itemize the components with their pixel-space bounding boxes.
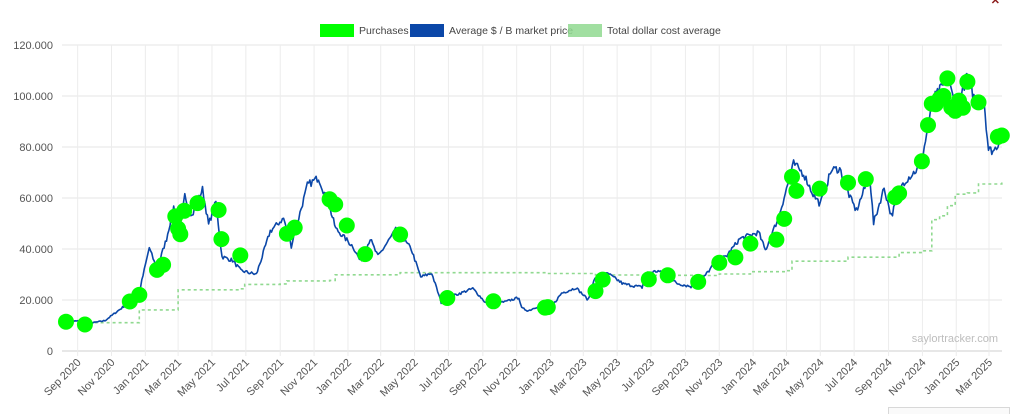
purchase-layer [58, 70, 1010, 333]
purchase-point[interactable] [768, 231, 785, 248]
purchase-point[interactable] [776, 210, 793, 227]
grid-layer [62, 44, 1002, 356]
y-tick-label: 40.000 [19, 244, 53, 256]
purchase-point[interactable] [176, 202, 193, 219]
purchase-point[interactable] [172, 226, 189, 243]
axis-layer: 020.00040.00060.00080.000100.000120.000S… [13, 40, 995, 399]
purchase-point[interactable] [327, 196, 344, 213]
purchase-point[interactable] [155, 256, 172, 273]
purchase-point[interactable] [742, 235, 759, 252]
y-tick-label: 80.000 [19, 142, 53, 154]
purchase-point[interactable] [811, 180, 828, 197]
purchase-point[interactable] [939, 70, 956, 87]
y-tick-label: 20.000 [19, 295, 53, 307]
corner-logo: ✕ [990, 0, 1000, 7]
purchase-point[interactable] [959, 73, 976, 90]
purchase-point[interactable] [485, 293, 502, 310]
y-tick-label: 100.000 [13, 91, 53, 103]
purchase-point[interactable] [711, 254, 728, 271]
purchase-point[interactable] [935, 88, 952, 104]
legend-label: Total dollar cost average [607, 25, 721, 37]
legend-label: Purchases [359, 25, 409, 37]
x-tick-label: Nov 2023 [684, 357, 726, 399]
price-layer [65, 72, 1003, 326]
purchase-point[interactable] [857, 171, 874, 188]
legend-item[interactable]: Total dollar cost average [568, 24, 721, 37]
purchase-point[interactable] [970, 94, 987, 111]
series-line-dca [66, 181, 1003, 324]
purchase-point[interactable] [659, 267, 676, 284]
purchase-point[interactable] [891, 185, 908, 202]
purchase-point[interactable] [640, 271, 657, 288]
y-tick-label: 120.000 [13, 40, 53, 52]
purchase-point[interactable] [587, 283, 604, 300]
purchase-point[interactable] [539, 299, 556, 316]
purchase-point[interactable] [357, 246, 374, 263]
purchase-point[interactable] [232, 247, 249, 264]
purchase-point[interactable] [210, 202, 227, 218]
y-tick-label: 60.000 [19, 193, 53, 205]
dca-layer [66, 181, 1003, 324]
y-tick-label: 0 [47, 346, 53, 358]
legend: Purchases Average $ / B market price Total… [320, 24, 721, 37]
purchase-point[interactable] [840, 174, 856, 191]
watermark: saylortracker.com [912, 333, 998, 345]
legend-swatch [410, 24, 444, 37]
purchase-point[interactable] [439, 290, 456, 306]
purchase-point[interactable] [131, 286, 148, 303]
purchase-point[interactable] [913, 153, 930, 170]
legend-swatch [568, 24, 602, 37]
purchase-point[interactable] [286, 219, 303, 236]
purchase-point[interactable] [213, 231, 230, 248]
purchase-point[interactable] [920, 117, 936, 134]
purchase-point[interactable] [954, 99, 971, 116]
legend-swatch [320, 24, 354, 37]
purchase-point[interactable] [392, 226, 409, 243]
legend-label: Average $ / B market price [449, 25, 573, 37]
corner-panel [888, 407, 1010, 414]
purchase-point[interactable] [993, 127, 1010, 144]
purchase-point[interactable] [784, 168, 800, 185]
purchase-point[interactable] [58, 313, 74, 330]
purchase-point[interactable] [727, 249, 744, 266]
purchase-point[interactable] [594, 271, 611, 288]
x-tick-label: Nov 2021 [278, 357, 320, 399]
legend-item[interactable]: Purchases [320, 24, 409, 37]
legend-item[interactable]: Average $ / B market price [410, 24, 573, 37]
series-line-price [65, 72, 1003, 326]
purchase-point[interactable] [76, 316, 93, 333]
purchase-point[interactable] [788, 182, 805, 199]
purchase-point[interactable] [189, 195, 206, 212]
x-tick-label: Nov 2022 [481, 357, 523, 399]
x-tick-label: Nov 2024 [887, 357, 929, 399]
purchase-point[interactable] [690, 273, 707, 290]
purchase-point[interactable] [338, 217, 355, 234]
x-tick-label: Nov 2020 [76, 357, 118, 399]
